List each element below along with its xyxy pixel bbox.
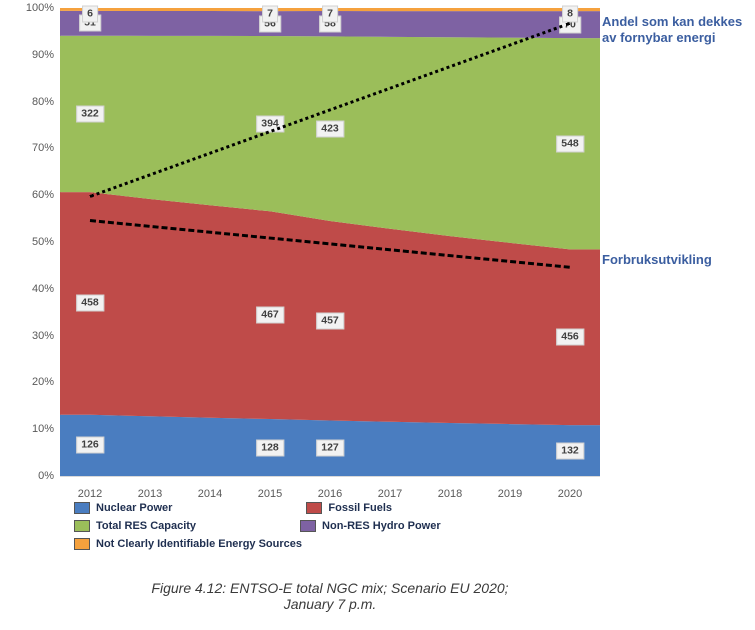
y-tick-label: 70% — [16, 142, 54, 154]
data-label: 423 — [316, 120, 344, 137]
data-label: 456 — [556, 329, 584, 346]
data-label: 322 — [76, 105, 104, 122]
data-label: 457 — [316, 312, 344, 329]
caption-line2: January 7 p.m. — [60, 596, 600, 612]
figure-caption: Figure 4.12: ENTSO-E total NGC mix; Scen… — [60, 580, 600, 612]
caption-line1: Figure 4.12: ENTSO-E total NGC mix; Scen… — [60, 580, 600, 596]
gridline — [60, 476, 600, 477]
x-tick-label: 2019 — [498, 488, 522, 500]
data-label: 6 — [82, 6, 98, 23]
data-label: 8 — [562, 6, 578, 23]
y-tick-label: 40% — [16, 283, 54, 295]
legend-swatch — [306, 502, 322, 514]
x-tick-label: 2020 — [558, 488, 582, 500]
legend-swatch — [74, 520, 90, 532]
y-tick-label: 80% — [16, 96, 54, 108]
y-tick-label: 10% — [16, 423, 54, 435]
legend-row: Nuclear Power Fossil Fuels — [74, 502, 600, 520]
stacked-area-svg — [60, 8, 600, 476]
chart-legend: Nuclear Power Fossil Fuels Total RES Capac… — [74, 502, 600, 556]
y-tick-label: 0% — [16, 470, 54, 482]
legend-row: Total RES Capacity Non-RES Hydro Power — [74, 520, 600, 538]
x-tick-label: 2015 — [258, 488, 282, 500]
stacked-area-chart: 0%10%20%30%40%50%60%70%80%90%100%2012201… — [60, 8, 600, 476]
legend-swatch — [74, 502, 90, 514]
data-label: 458 — [76, 295, 104, 312]
data-label: 128 — [256, 439, 284, 456]
x-tick-label: 2018 — [438, 488, 462, 500]
y-tick-label: 100% — [16, 2, 54, 14]
x-tick-label: 2017 — [378, 488, 402, 500]
y-tick-label: 50% — [16, 236, 54, 248]
x-tick-label: 2012 — [78, 488, 102, 500]
legend-swatch — [74, 538, 90, 550]
data-label: 548 — [556, 135, 584, 152]
data-label: 126 — [76, 437, 104, 454]
y-tick-label: 60% — [16, 189, 54, 201]
annotation-renewable_share: Andel som kan dekkes av fornybar energi — [602, 14, 754, 47]
legend-item: Total RES Capacity — [74, 520, 196, 532]
legend-swatch — [300, 520, 316, 532]
data-label: 127 — [316, 440, 344, 457]
legend-row: Not Clearly Identifiable Energy Sources — [74, 538, 600, 556]
legend-label: Nuclear Power — [96, 502, 172, 514]
x-tick-label: 2016 — [318, 488, 342, 500]
legend-item: Fossil Fuels — [306, 502, 392, 514]
data-label: 7 — [262, 6, 278, 23]
data-label: 7 — [322, 6, 338, 23]
legend-item: Non-RES Hydro Power — [300, 520, 441, 532]
y-tick-label: 90% — [16, 49, 54, 61]
x-tick-label: 2013 — [138, 488, 162, 500]
legend-label: Not Clearly Identifiable Energy Sources — [96, 538, 302, 550]
legend-label: Fossil Fuels — [328, 502, 392, 514]
annotation-consumption: Forbruksutvikling — [602, 252, 754, 268]
legend-label: Total RES Capacity — [96, 520, 196, 532]
data-label: 394 — [256, 115, 284, 132]
legend-label: Non-RES Hydro Power — [322, 520, 441, 532]
x-tick-label: 2014 — [198, 488, 222, 500]
y-tick-label: 20% — [16, 376, 54, 388]
data-label: 132 — [556, 442, 584, 459]
legend-item: Nuclear Power — [74, 502, 172, 514]
legend-item: Not Clearly Identifiable Energy Sources — [74, 538, 302, 550]
y-tick-label: 30% — [16, 330, 54, 342]
data-label: 467 — [256, 307, 284, 324]
